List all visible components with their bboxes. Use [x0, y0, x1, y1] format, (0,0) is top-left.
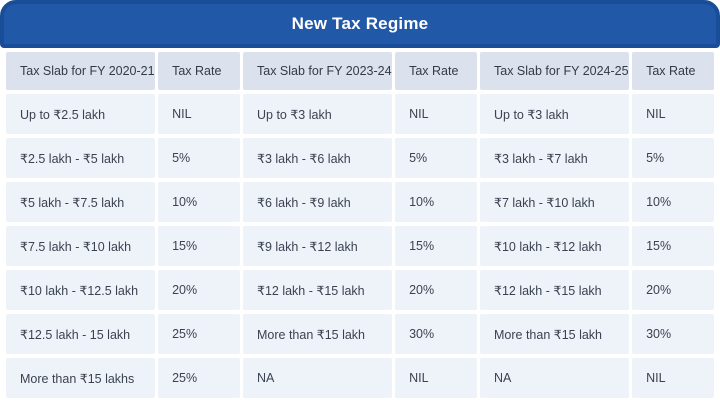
slab-cell: ₹12.5 lakh - 15 lakh	[6, 314, 156, 354]
rate-cell: 20%	[632, 270, 714, 310]
table-row: ₹5 lakh - ₹7.5 lakh 10% ₹6 lakh - ₹9 lakh 1…	[6, 182, 714, 222]
table-row: ₹10 lakh - ₹12.5 lakh 20% ₹12 lakh - ₹15 l…	[6, 270, 714, 310]
slab-cell: ₹10 lakh - ₹12 lakh	[480, 226, 630, 266]
header-cell: Tax Slab for FY 2023-24	[243, 52, 393, 90]
rate-cell: 25%	[158, 314, 240, 354]
slab-cell: ₹2.5 lakh - ₹5 lakh	[6, 138, 156, 178]
rate-cell: 15%	[632, 226, 714, 266]
slab-cell: NA	[243, 358, 393, 398]
slab-cell: ₹12 lakh - ₹15 lakh	[480, 270, 630, 310]
rate-cell: 20%	[395, 270, 477, 310]
rate-cell: 15%	[395, 226, 477, 266]
table-title-banner: New Tax Regime	[0, 0, 720, 48]
rate-cell: 30%	[632, 314, 714, 354]
rate-cell: NIL	[158, 94, 240, 134]
table-header-row: Tax Slab for FY 2020-21 Tax Rate Tax Slab …	[6, 52, 714, 90]
slab-cell: ₹6 lakh - ₹9 lakh	[243, 182, 393, 222]
rate-cell: 5%	[158, 138, 240, 178]
slab-cell: Up to ₹3 lakh	[480, 94, 630, 134]
slab-cell: ₹10 lakh - ₹12.5 lakh	[6, 270, 156, 310]
header-cell: Tax Rate	[158, 52, 240, 90]
slab-cell: Up to ₹3 lakh	[243, 94, 393, 134]
rate-cell: NIL	[395, 94, 477, 134]
rate-cell: 10%	[158, 182, 240, 222]
header-cell: Tax Slab for FY 2020-21	[6, 52, 156, 90]
rate-cell: NIL	[632, 94, 714, 134]
rate-cell: 10%	[632, 182, 714, 222]
slab-cell: More than ₹15 lakh	[243, 314, 393, 354]
slab-cell: More than ₹15 lakh	[480, 314, 630, 354]
rate-cell: 5%	[395, 138, 477, 178]
slab-cell: Up to ₹2.5 lakh	[6, 94, 156, 134]
slab-cell: ₹7 lakh - ₹10 lakh	[480, 182, 630, 222]
header-cell: Tax Rate	[632, 52, 714, 90]
slab-cell: ₹7.5 lakh - ₹10 lakh	[6, 226, 156, 266]
header-cell: Tax Rate	[395, 52, 477, 90]
slab-cell: NA	[480, 358, 630, 398]
rate-cell: NIL	[632, 358, 714, 398]
table-row: Up to ₹2.5 lakh NIL Up to ₹3 lakh NIL Up to …	[6, 94, 714, 134]
rate-cell: 30%	[395, 314, 477, 354]
slab-cell: ₹5 lakh - ₹7.5 lakh	[6, 182, 156, 222]
rate-cell: NIL	[395, 358, 477, 398]
header-cell: Tax Slab for FY 2024-25	[480, 52, 630, 90]
table-row: ₹2.5 lakh - ₹5 lakh 5% ₹3 lakh - ₹6 lakh 5%…	[6, 138, 714, 178]
slab-cell: ₹12 lakh - ₹15 lakh	[243, 270, 393, 310]
slab-cell: ₹3 lakh - ₹7 lakh	[480, 138, 630, 178]
rate-cell: 15%	[158, 226, 240, 266]
table-row: ₹7.5 lakh - ₹10 lakh 15% ₹9 lakh - ₹12 lak…	[6, 226, 714, 266]
table-row: ₹12.5 lakh - 15 lakh 25% More than ₹15 lak…	[6, 314, 714, 354]
rate-cell: 5%	[632, 138, 714, 178]
slab-cell: More than ₹15 lakhs	[6, 358, 156, 398]
slab-cell: ₹9 lakh - ₹12 lakh	[243, 226, 393, 266]
rate-cell: 20%	[158, 270, 240, 310]
tax-table: Tax Slab for FY 2020-21 Tax Rate Tax Slab …	[6, 52, 714, 398]
table-title: New Tax Regime	[291, 14, 429, 33]
rate-cell: 25%	[158, 358, 240, 398]
table-row: More than ₹15 lakhs 25% NA NIL NA NIL	[6, 358, 714, 398]
rate-cell: 10%	[395, 182, 477, 222]
slab-cell: ₹3 lakh - ₹6 lakh	[243, 138, 393, 178]
